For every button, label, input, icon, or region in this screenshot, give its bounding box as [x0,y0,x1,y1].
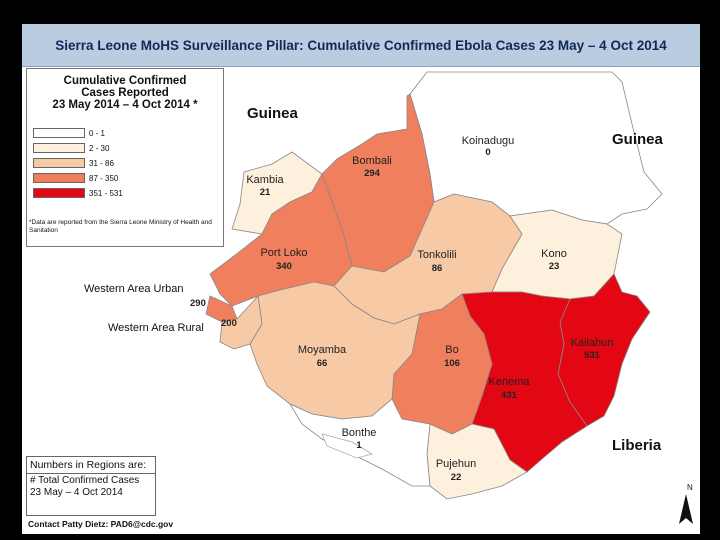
district-label-bo: Bo [445,344,458,356]
legend-label-3: 87 - 350 [89,173,119,183]
numbers-box-title: Numbers in Regions are: [27,457,156,474]
district-label-kenema: Kenema [489,376,531,388]
district-count-kenema: 431 [501,390,518,401]
country-label-guinea-west: Guinea [247,105,299,122]
legend-label-2: 31 - 86 [89,158,114,168]
country-label-guinea-east: Guinea [612,131,664,148]
numbers-box-body: # Total Confirmed Cases 23 May – 4 Oct 2… [30,475,140,498]
district-count-moyamba: 66 [317,358,328,369]
district-count-koinadugu: 0 [485,147,490,158]
district-label-western-area-urban: Western Area Urban [84,283,183,295]
legend-label-0: 0 - 1 [89,128,106,138]
legend-swatch-2 [33,158,85,168]
legend-row-2: 31 - 86 [33,157,114,169]
district-label-tonkolili: Tonkolili [417,249,456,261]
island-shape [321,433,374,459]
district-moyamba [249,281,421,420]
page-title: Sierra Leone MoHS Surveillance Pillar: C… [55,37,667,53]
legend-title: Cumulative Confirmed Cases Reported 23 M… [52,75,198,111]
legend-label-1: 2 - 30 [89,143,110,153]
legend-note: *Data are reported from the Sierra Leone… [29,219,212,234]
legend: Cumulative Confirmed Cases Reported 23 M… [26,68,224,247]
legend-swatch-0 [33,128,85,138]
district-label-moyamba: Moyamba [298,344,347,356]
district-label-bombali: Bombali [352,155,392,167]
numbers-box: Numbers in Regions are: # Total Confirme… [26,456,156,516]
district-count-kono: 23 [549,261,560,272]
district-label-pujehun: Pujehun [436,458,476,470]
district-count-western-area-rural: 200 [221,318,237,329]
slide: Guinea Guinea Liberia Koinadugu 0 Bombal… [22,24,700,534]
district-label-port-loko: Port Loko [260,247,307,259]
district-western-area-rural [219,295,263,350]
district-count-kambia: 21 [260,187,271,198]
district-count-bo: 106 [444,358,460,369]
north-label: N [687,483,693,492]
district-label-kono: Kono [541,248,567,260]
district-label-western-area-rural: Western Area Rural [108,322,204,334]
district-count-port-loko: 340 [276,261,292,272]
legend-label-4: 351 - 531 [89,188,123,198]
legend-row-4: 351 - 531 [33,187,123,199]
legend-row-0: 0 - 1 [33,127,105,139]
district-label-koinadugu: Koinadugu [462,135,515,147]
legend-swatch-4 [33,188,85,198]
district-count-bombali: 294 [364,168,381,179]
legend-swatch-1 [33,143,85,153]
map: Guinea Guinea Liberia Koinadugu 0 Bombal… [84,71,664,500]
district-count-kailahun: 531 [584,350,601,361]
district-label-kailahun: Kailahun [571,337,614,349]
legend-row-3: 87 - 350 [33,172,118,184]
district-count-tonkolili: 86 [432,263,443,274]
contact-line: Contact Patty Dietz: PAD6@cdc.gov [28,519,174,529]
district-label-kambia: Kambia [246,174,284,186]
district-count-pujehun: 22 [451,472,462,483]
legend-row-1: 2 - 30 [33,142,109,154]
north-arrow-icon [679,494,693,524]
country-label-liberia: Liberia [612,437,662,454]
district-label-bonthe: Bonthe [342,427,377,439]
legend-swatch-3 [33,173,85,183]
district-count-bonthe: 1 [356,440,362,451]
district-count-western-area-urban: 290 [190,298,206,309]
title-bar: Sierra Leone MoHS Surveillance Pillar: C… [22,24,700,67]
